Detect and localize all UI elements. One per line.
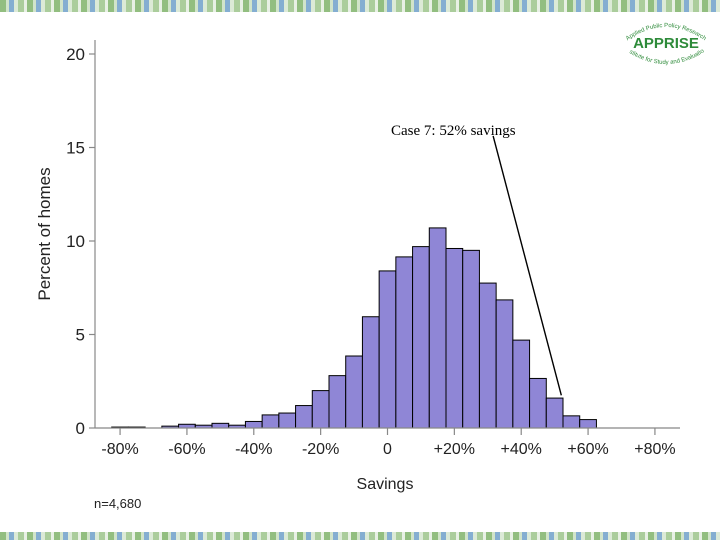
histogram-bar [295,405,313,429]
x-tick-label: -20% [302,441,339,458]
annotation-label: Case 7: 52% savings [391,123,516,139]
histogram-bar [445,247,464,429]
histogram-bar [211,422,230,429]
x-tick-label: -80% [101,441,138,458]
top-decorative-stripe [0,0,720,12]
x-tick-label: -60% [168,441,205,458]
histogram-bar [244,420,263,429]
logo-name: APPRISE [633,35,699,52]
histogram-bar [395,256,414,429]
y-tick-label: 15 [66,139,85,158]
bars-group [111,227,597,429]
histogram-bar [495,299,514,429]
x-tick-label: +20% [434,441,475,458]
histogram-bar [428,227,447,429]
x-axis-label: Savings [357,476,414,493]
histogram-bar [328,375,347,429]
histogram-bar [361,316,380,429]
y-tick-label: 20 [66,45,85,64]
histogram-bar [278,412,297,429]
axes-group: 0 5 10 15 20 -80% -60% -40% -20% 0 +20% +40% +60% +80… [66,40,680,458]
bottom-decorative-stripe [0,532,720,540]
histogram-bar [512,339,531,429]
x-tick-label: +60% [567,441,608,458]
histogram-bar [345,355,363,429]
x-tick-label: -40% [235,441,272,458]
sample-size-note: n=4,680 [94,496,142,511]
annotation-pointer-line [492,135,563,396]
y-tick-label: 0 [76,419,85,438]
annotation-group: Case 7: 52% savings [391,123,563,396]
histogram-bar [311,390,330,429]
histogram-bar [478,282,497,429]
histogram-bar [462,249,480,429]
y-tick-label: 10 [66,232,85,251]
histogram-bar [579,419,597,429]
x-tick-label: 0 [383,441,392,458]
histogram-bar [529,377,547,429]
apprise-logo: Applied Public Policy Research APPRISE I… [618,18,707,66]
histogram-bar [378,270,397,429]
y-tick-label: 5 [76,326,85,345]
histogram-bar [545,397,564,429]
x-tick-label: +80% [634,441,675,458]
histogram-bar [412,246,430,429]
histogram-bar [562,415,581,429]
x-tick-label: +40% [501,441,542,458]
histogram-bar [261,414,280,429]
y-axis-label: Percent of homes [35,167,54,300]
